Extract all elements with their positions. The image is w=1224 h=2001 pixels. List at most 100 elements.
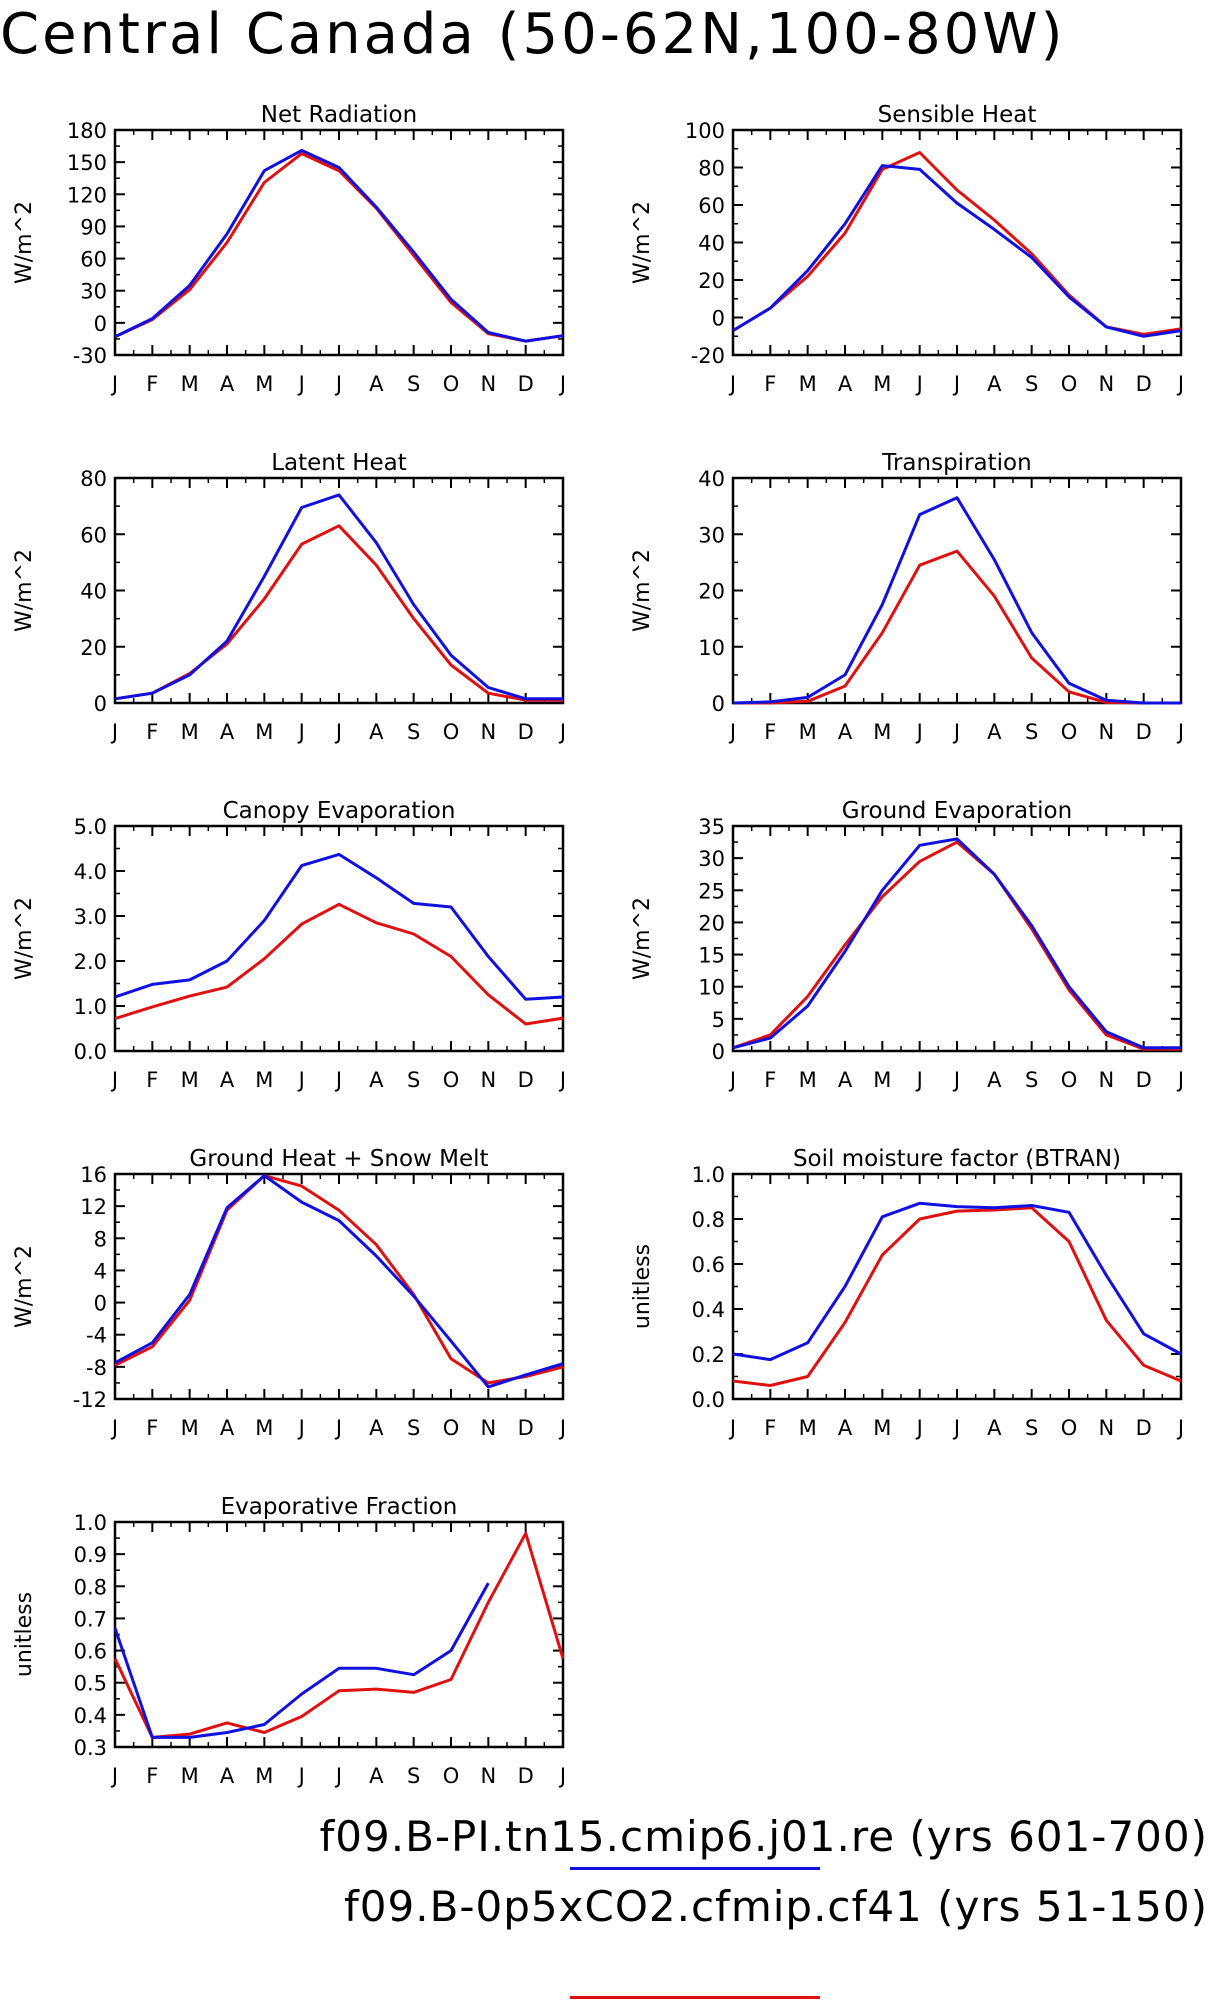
x-tick-label: O bbox=[1061, 1416, 1078, 1440]
x-tick-label: M bbox=[181, 372, 199, 396]
x-tick-label: M bbox=[873, 720, 891, 744]
y-tick-label: -8 bbox=[86, 1356, 107, 1380]
x-tick-label: O bbox=[443, 720, 460, 744]
main-title: Central Canada (50-62N,100-80W) bbox=[0, 2, 1066, 67]
y-tick-label: 180 bbox=[67, 119, 107, 143]
x-tick-label: M bbox=[181, 1416, 199, 1440]
x-tick-label: F bbox=[146, 1416, 158, 1440]
plot-frame bbox=[113, 128, 565, 357]
series-line-blue bbox=[732, 1201, 1182, 1362]
x-tick-label: A bbox=[220, 720, 235, 744]
y-axis-label: W/m^2 bbox=[630, 897, 655, 980]
x-tick-label: M bbox=[181, 1068, 199, 1092]
x-tick-label: N bbox=[1098, 720, 1114, 744]
x-tick-label: M bbox=[799, 1068, 817, 1092]
x-tick-label: M bbox=[255, 1068, 273, 1092]
y-tick-label: -30 bbox=[73, 344, 107, 368]
x-tick-label: J bbox=[1176, 720, 1184, 744]
x-tick-label: M bbox=[799, 1416, 817, 1440]
x-tick-label: J bbox=[334, 372, 342, 396]
x-tick-label: J bbox=[1176, 1068, 1184, 1092]
plot-frame bbox=[731, 476, 1183, 705]
x-tick-label: N bbox=[480, 1416, 496, 1440]
plot-title: Net Radiation bbox=[261, 102, 417, 128]
legend-swatch-red bbox=[570, 1996, 820, 1999]
x-tick-label: J bbox=[558, 1416, 566, 1440]
y-tick-label: 0.5 bbox=[74, 1672, 107, 1696]
y-axis-label: W/m^2 bbox=[12, 897, 37, 980]
x-tick-label: J bbox=[558, 372, 566, 396]
x-tick-label: D bbox=[1136, 372, 1152, 396]
plot-title: Ground Evaporation bbox=[842, 798, 1072, 824]
x-tick-label: M bbox=[873, 1068, 891, 1092]
x-tick-label: O bbox=[443, 1416, 460, 1440]
x-tick-label: D bbox=[518, 1416, 534, 1440]
plot-frame bbox=[113, 824, 565, 1053]
y-tick-label: 60 bbox=[698, 194, 725, 218]
plot-title: Soil moisture factor (BTRAN) bbox=[793, 1146, 1121, 1172]
x-tick-label: O bbox=[1061, 720, 1078, 744]
y-tick-label: 20 bbox=[698, 580, 725, 604]
x-tick-label: O bbox=[443, 1068, 460, 1092]
plot-frame bbox=[113, 476, 565, 705]
x-tick-label: F bbox=[146, 372, 158, 396]
y-tick-label: 3.0 bbox=[74, 905, 107, 929]
y-tick-label: 20 bbox=[698, 911, 725, 935]
y-tick-label: 5 bbox=[712, 1008, 725, 1032]
x-tick-label: J bbox=[334, 720, 342, 744]
y-tick-label: 40 bbox=[80, 580, 107, 604]
series-line-red bbox=[732, 840, 1181, 1051]
plot-title: Sensible Heat bbox=[878, 102, 1037, 128]
y-tick-label: 0 bbox=[94, 692, 107, 716]
x-tick-label: F bbox=[146, 1764, 158, 1788]
series-line-blue bbox=[732, 837, 1181, 1050]
y-tick-label: -20 bbox=[691, 344, 725, 368]
y-tick-label: -12 bbox=[73, 1388, 107, 1412]
y-axis-label: unitless bbox=[12, 1592, 37, 1677]
x-tick-label: N bbox=[480, 372, 496, 396]
y-tick-label: 0 bbox=[712, 692, 725, 716]
plot-title: Ground Heat + Snow Melt bbox=[189, 1146, 488, 1172]
x-tick-label: J bbox=[915, 1068, 923, 1092]
series-line-red bbox=[732, 151, 1182, 336]
x-tick-label: M bbox=[181, 1764, 199, 1788]
x-tick-label: A bbox=[369, 1416, 384, 1440]
series-line-blue bbox=[732, 496, 1181, 705]
x-tick-label: F bbox=[764, 720, 776, 744]
x-tick-label: S bbox=[407, 1764, 420, 1788]
y-tick-label: 1.0 bbox=[74, 995, 107, 1019]
x-tick-label: A bbox=[838, 372, 853, 396]
y-tick-label: 10 bbox=[698, 636, 725, 660]
x-tick-label: S bbox=[407, 372, 420, 396]
series-line-blue bbox=[114, 852, 564, 1001]
y-tick-label: 2.0 bbox=[74, 950, 107, 974]
plot-frame bbox=[731, 824, 1183, 1053]
x-tick-label: M bbox=[873, 1416, 891, 1440]
x-tick-label: F bbox=[764, 372, 776, 396]
x-tick-label: D bbox=[518, 1764, 534, 1788]
y-tick-label: 0.0 bbox=[74, 1040, 107, 1064]
x-tick-label: A bbox=[369, 720, 384, 744]
x-tick-label: J bbox=[558, 1764, 566, 1788]
x-tick-label: F bbox=[764, 1416, 776, 1440]
x-tick-label: J bbox=[334, 1764, 342, 1788]
y-tick-label: 16 bbox=[80, 1163, 107, 1187]
plot-frame bbox=[113, 1520, 565, 1749]
x-tick-label: A bbox=[987, 372, 1002, 396]
y-axis-label: W/m^2 bbox=[12, 201, 37, 284]
x-tick-label: D bbox=[518, 720, 534, 744]
x-tick-label: D bbox=[1136, 720, 1152, 744]
x-tick-label: J bbox=[952, 372, 960, 396]
x-tick-label: J bbox=[297, 1416, 305, 1440]
y-tick-label: 4 bbox=[94, 1259, 107, 1283]
x-tick-label: A bbox=[838, 1416, 853, 1440]
y-tick-label: 0.8 bbox=[692, 1208, 725, 1232]
x-tick-label: J bbox=[110, 1416, 118, 1440]
x-tick-label: F bbox=[764, 1068, 776, 1092]
y-tick-label: 150 bbox=[67, 151, 107, 175]
